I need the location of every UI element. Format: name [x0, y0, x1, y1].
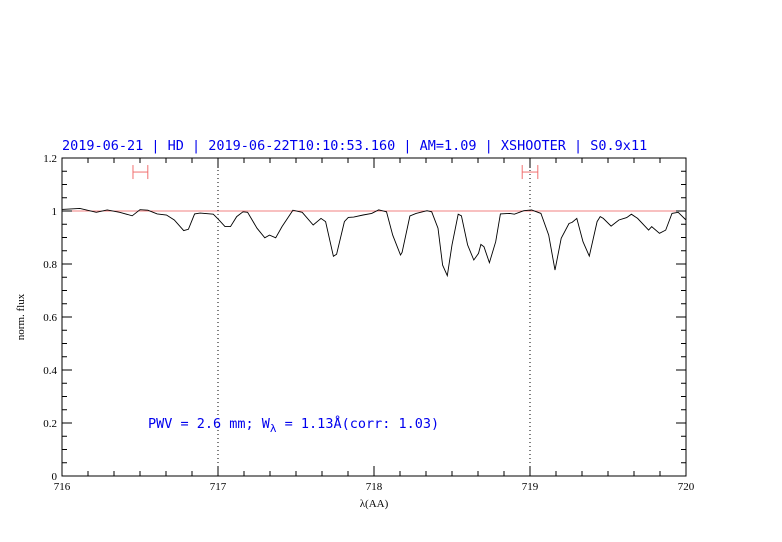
annotation-prefix: PWV = 2.6 mm; W — [148, 416, 271, 432]
annotation-subscript: λ — [270, 422, 277, 435]
x-tick-label: 719 — [522, 481, 539, 493]
y-axis: 0 0.2 0.4 0.6 0.8 1 1.2 — [43, 153, 686, 483]
x-axis-label: λ(AA) — [360, 498, 389, 510]
pwv-annotation: PWV = 2.6 mm; Wλ = 1.13Å(corr: 1.03) — [148, 415, 439, 435]
x-tick-label: 717 — [210, 481, 227, 493]
y-axis-label: norm. flux — [15, 293, 27, 340]
x-axis: 716 717 718 719 720 — [54, 158, 695, 493]
interval-marker — [132, 165, 149, 180]
y-tick-label: 0.6 — [43, 312, 57, 324]
interval-marker — [521, 165, 539, 180]
chart-title: 2019-06-21 | HD | 2019-06-22T10:10:53.16… — [62, 138, 647, 154]
x-tick-label: 720 — [678, 481, 695, 493]
x-tick-label: 716 — [54, 481, 71, 493]
y-tick-label: 1.2 — [43, 153, 57, 165]
y-tick-label: 0.4 — [43, 365, 57, 377]
x-tick-label: 718 — [366, 481, 383, 493]
spectrum-line — [61, 207, 687, 278]
y-tick-label: 0 — [52, 471, 58, 483]
plot-area — [61, 158, 687, 476]
y-tick-label: 1 — [52, 206, 58, 218]
y-tick-label: 0.8 — [43, 259, 57, 271]
y-tick-label: 0.2 — [43, 418, 57, 430]
annotation-suffix: = 1.13Å(corr: 1.03) — [277, 415, 440, 432]
